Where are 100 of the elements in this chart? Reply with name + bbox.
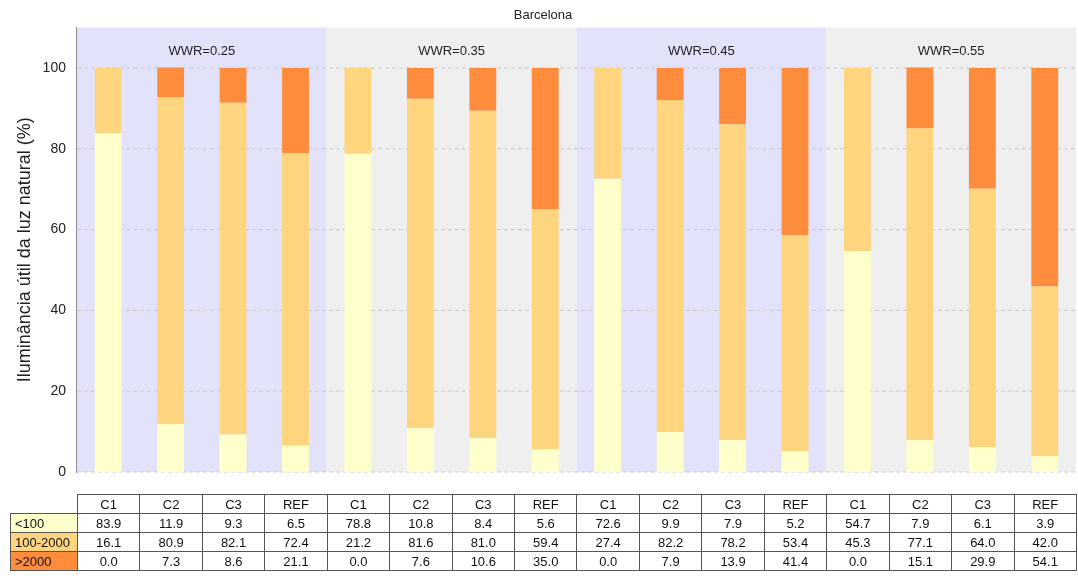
bar [968,68,996,189]
bar [719,124,746,441]
bar [406,428,434,472]
x-tick-label: REF [514,494,577,514]
data-label: 0.0 [327,551,390,571]
text: <100 [10,513,78,533]
x-tick-label: C3 [701,494,765,514]
chart-title: Barcelona [513,7,574,23]
data-label: 7.6 [389,551,453,571]
data-label: 10.6 [452,551,515,571]
data-label: 21.2 [327,532,390,552]
bar [594,68,622,179]
data-label: 83.9 [77,513,140,533]
data-label: 80.9 [139,532,203,552]
data-label: 21.1 [264,551,328,571]
data-label: 72.4 [264,532,328,552]
bar [94,133,122,472]
bar [781,450,809,472]
data-label: 6.5 [264,513,328,533]
bar [157,97,185,424]
x-tick-label: REF [764,494,827,514]
data-label: 16.1 [77,532,140,552]
data-label: 78.8 [327,513,390,533]
data-label: 45.3 [826,532,890,552]
text: >2000 [10,551,78,571]
bar [344,68,372,154]
bar [344,153,372,472]
data-label: 7.9 [701,513,765,533]
bar [531,209,559,450]
bar [719,440,746,472]
x-tick-label: REF [264,494,328,514]
data-label: 7.9 [639,551,702,571]
data-label: 11.9 [139,513,203,533]
data-label: 7.9 [889,513,952,533]
annotation: WWR=0.55 [917,43,985,59]
x-tick-label: C3 [202,494,265,514]
data-label: 8.6 [202,551,265,571]
data-label: 29.9 [951,551,1015,571]
bar [844,68,871,252]
bar [282,445,309,472]
bar [1031,286,1059,457]
y-axis-title: Iluminância útil da luz natural (%) [13,117,34,383]
x-tick-label: C1 [327,494,390,514]
data-label: 77.1 [889,532,952,552]
bar [219,68,247,103]
bar [719,68,746,125]
bar [469,438,497,472]
data-label: 27.4 [576,532,640,552]
x-tick-label: C2 [139,494,203,514]
data-label: 7.3 [139,551,203,571]
bar [781,235,809,451]
x-tick-label: C1 [826,494,890,514]
y-tick-label: 80 [50,139,67,156]
data-label: 0.0 [77,551,140,571]
bar [844,251,871,472]
bar [968,447,996,472]
data-label: 72.6 [576,513,640,533]
bar [968,188,996,448]
bar [219,102,247,435]
x-tick-label: C2 [889,494,952,514]
bar [906,67,934,129]
bar [594,178,622,472]
data-label: 81.6 [389,532,453,552]
bar [906,128,934,441]
x-tick-label: REF [1014,494,1077,514]
data-label: 54.7 [826,513,890,533]
y-tick-label: 60 [50,220,67,237]
data-label: 82.2 [639,532,702,552]
data-label: 82.1 [202,532,265,552]
x-tick-label: C2 [389,494,453,514]
bar [157,67,185,98]
data-label: 41.4 [764,551,827,571]
bar [656,432,684,472]
bar [282,153,309,446]
data-label: 81.0 [452,532,515,552]
annotation: WWR=0.35 [418,43,486,59]
data-label: 6.1 [951,513,1015,533]
data-label: 59.4 [514,532,577,552]
data-label: 5.2 [764,513,827,533]
bar [406,98,434,429]
data-label: 64.0 [951,532,1015,552]
data-label: 78.2 [701,532,765,552]
bar [219,434,247,472]
bar [469,68,497,111]
data-label: 3.9 [1014,513,1077,533]
bar [781,68,809,236]
data-label: 35.0 [514,551,577,571]
bar [469,110,497,439]
data-label: 54.1 [1014,551,1077,571]
bar [1031,68,1059,287]
x-tick-label: C3 [452,494,515,514]
bar [94,68,122,134]
data-label: 5.6 [514,513,577,533]
x-tick-label: C3 [951,494,1015,514]
data-label: 42.0 [1014,532,1077,552]
y-tick-label: 40 [50,301,67,318]
bar [906,440,934,472]
x-tick-label: C1 [77,494,140,514]
bar [282,68,309,154]
bar [656,68,684,100]
